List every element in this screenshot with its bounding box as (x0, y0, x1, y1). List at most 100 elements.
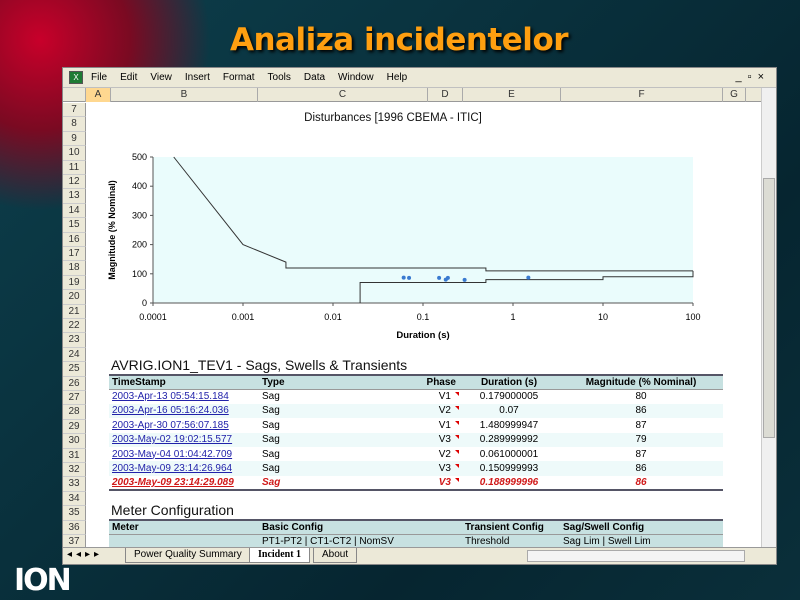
event-row: 2003-Apr-16 05:16:24.036 Sag V2 0.07 86 (109, 403, 723, 419)
menu-insert[interactable]: Insert (184, 72, 210, 83)
menu-tools[interactable]: Tools (267, 72, 291, 83)
tab-about[interactable]: About (313, 548, 358, 563)
row-header[interactable]: 34 (63, 491, 86, 507)
row-header[interactable]: 33 (63, 477, 86, 492)
timestamp-link[interactable]: 2003-Apr-30 07:56:07.185 (112, 419, 229, 431)
timestamp-link[interactable]: 2003-May-04 01:04:42.709 (112, 448, 233, 460)
restore-button[interactable]: ▫ (747, 71, 758, 83)
y-tick-label: 400 (132, 181, 147, 191)
excel-icon[interactable]: X (69, 71, 83, 84)
duration-cell: 0.07 (459, 403, 559, 419)
horizontal-scrollbar[interactable] (527, 550, 745, 562)
th-basic-config: Basic Config (259, 518, 462, 535)
row-header[interactable]: 21 (63, 304, 86, 319)
scroll-thumb[interactable] (763, 178, 775, 438)
x-tick-label: 0.01 (324, 312, 342, 322)
row-header[interactable]: 27 (63, 391, 86, 406)
close-button[interactable]: × (757, 71, 770, 83)
timestamp-cell[interactable]: 2003-Apr-30 07:56:07.185 (109, 418, 259, 432)
row-header[interactable]: 24 (63, 347, 86, 363)
x-tick-label: 0.001 (232, 312, 255, 322)
itic-lower-curve (359, 270, 694, 303)
vertical-scrollbar[interactable] (761, 88, 776, 548)
duration-cell: 0.188999996 (459, 475, 559, 492)
row-header[interactable]: 11 (63, 160, 86, 175)
tab-incident-1[interactable]: Incident 1 (249, 548, 311, 563)
row-header[interactable]: 13 (63, 189, 86, 204)
meter-table: Meter Basic Config Transient Config Sag/… (109, 518, 723, 550)
data-point (407, 275, 412, 280)
row-header[interactable]: 18 (63, 261, 86, 276)
event-row: 2003-Apr-13 05:54:15.184 Sag V1 0.179000… (109, 389, 723, 403)
timestamp-cell[interactable]: 2003-May-02 19:02:15.577 (109, 432, 259, 447)
row-header[interactable]: 35 (63, 506, 86, 521)
th-sagswell-config: Sag/Swell Config (560, 518, 723, 535)
row-header[interactable]: 9 (63, 131, 86, 147)
event-row: 2003-May-02 19:02:15.577 Sag V3 0.289999… (109, 432, 723, 447)
magnitude-cell: 87 (635, 419, 647, 431)
ion-logo: ION (14, 563, 72, 598)
timestamp-link[interactable]: 2003-May-02 19:02:15.577 (112, 434, 233, 446)
events-title: AVRIG.ION1_TEV1 - Sags, Swells & Transie… (111, 357, 408, 373)
col-C[interactable]: C (258, 88, 428, 102)
magnitude-cell: 86 (559, 403, 723, 419)
timestamp-cell[interactable]: 2003-Apr-16 05:16:24.036 (109, 403, 259, 419)
menu-edit[interactable]: Edit (120, 72, 138, 83)
magnitude-cell: 87 (635, 448, 647, 460)
row-header[interactable]: 32 (63, 463, 86, 478)
timestamp-cell[interactable]: 2003-May-04 01:04:42.709 (109, 447, 259, 461)
row-header[interactable]: 17 (63, 247, 86, 262)
row-header[interactable]: 36 (63, 520, 86, 535)
duration-cell: 0.150999993 (459, 461, 559, 476)
row-header[interactable]: 19 (63, 275, 86, 291)
timestamp-link[interactable]: 2003-May-09 23:14:26.964 (112, 463, 233, 475)
timestamp-link[interactable]: 2003-May-09 23:14:29.089 (112, 476, 234, 488)
row-header[interactable]: 15 (63, 218, 86, 233)
row-header[interactable]: 22 (63, 319, 86, 334)
menu-data[interactable]: Data (303, 72, 326, 83)
timestamp-link[interactable]: 2003-Apr-16 05:16:24.036 (112, 405, 229, 417)
row-header[interactable]: 8 (63, 117, 86, 132)
th-transient-config: Transient Config (462, 518, 560, 535)
row-header[interactable]: 29 (63, 419, 86, 435)
timestamp-cell[interactable]: 2003-May-09 23:14:29.089 (109, 475, 259, 492)
row-header[interactable]: 23 (63, 333, 86, 348)
timestamp-cell[interactable]: 2003-May-09 23:14:26.964 (109, 461, 259, 476)
y-tick-label: 500 (132, 152, 147, 162)
tab-power-quality-summary[interactable]: Power Quality Summary (125, 548, 251, 563)
row-header[interactable]: 20 (63, 290, 86, 305)
row-header[interactable]: 31 (63, 448, 86, 463)
y-tick-label: 300 (132, 210, 147, 220)
row-header[interactable]: 26 (63, 376, 86, 391)
row-header[interactable]: 7 (63, 103, 86, 118)
timestamp-cell[interactable]: 2003-Apr-13 05:54:15.184 (109, 389, 259, 403)
duration-cell: 0.289999992 (459, 432, 559, 447)
col-B[interactable]: B (111, 88, 258, 102)
minimize-button[interactable]: _ (735, 71, 748, 83)
menu-file[interactable]: File (91, 72, 108, 83)
col-F[interactable]: F (561, 88, 723, 102)
row-header[interactable]: 14 (63, 203, 86, 219)
row-header[interactable]: 25 (63, 362, 86, 377)
y-axis-label: Magnitude (% Nominal) (107, 180, 117, 280)
col-D[interactable]: D (428, 88, 463, 102)
menu-window[interactable]: Window (338, 72, 374, 83)
row-header[interactable]: 28 (63, 405, 86, 420)
row-header[interactable]: 12 (63, 175, 86, 190)
menu-format[interactable]: Format (222, 72, 255, 83)
menu-help[interactable]: Help (386, 72, 408, 83)
row-header[interactable]: 30 (63, 434, 86, 449)
x-tick-label: 10 (598, 312, 608, 322)
phase-value: V3 (438, 476, 451, 488)
col-G[interactable]: G (723, 88, 746, 102)
tab-scroll-buttons[interactable]: ◂◂▸▸ (67, 549, 104, 560)
row-header[interactable]: 10 (63, 146, 86, 161)
data-point (526, 275, 531, 280)
duration-cell: 0.061000001 (479, 448, 539, 460)
row-header[interactable]: 16 (63, 232, 86, 247)
menu-view[interactable]: View (150, 72, 172, 83)
timestamp-link[interactable]: 2003-Apr-13 05:54:15.184 (112, 391, 229, 403)
col-A[interactable]: A (86, 88, 111, 102)
phase-value: V1 (438, 391, 451, 403)
col-E[interactable]: E (463, 88, 561, 102)
